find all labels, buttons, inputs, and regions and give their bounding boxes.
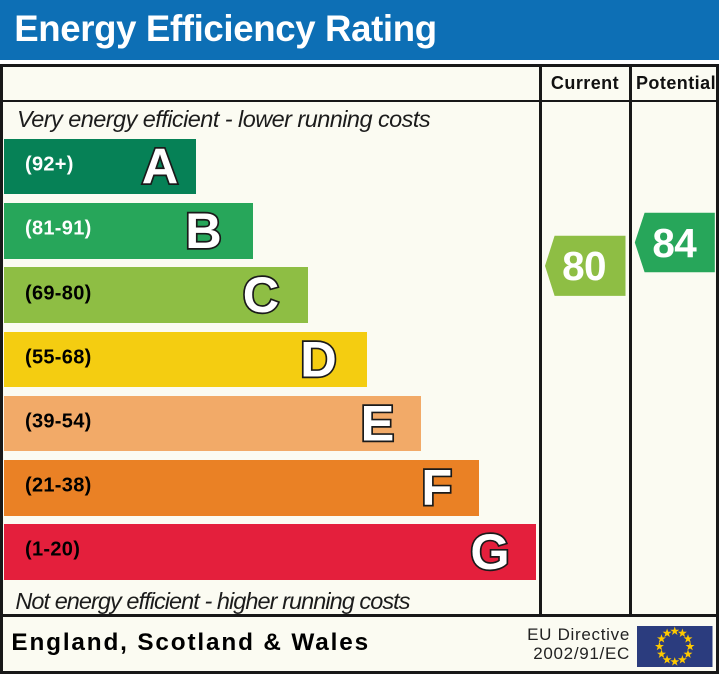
svg-text:E: E (361, 395, 395, 452)
svg-text:B: B (185, 202, 221, 259)
svg-text:F: F (421, 459, 452, 516)
svg-text:A: A (142, 138, 178, 195)
svg-text:80: 80 (562, 243, 606, 289)
svg-text:G: G (470, 523, 509, 580)
svg-text:D: D (300, 330, 336, 387)
svg-text:C: C (243, 266, 279, 323)
svg-text:84: 84 (652, 220, 697, 266)
